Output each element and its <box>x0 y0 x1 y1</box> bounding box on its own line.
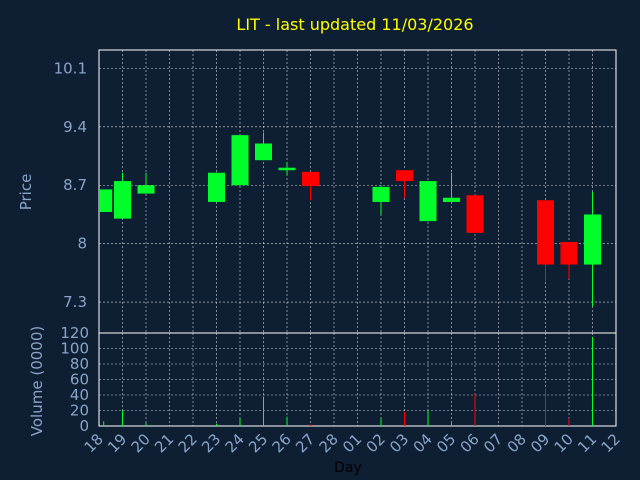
price-tick-label: 7.3 <box>63 293 87 311</box>
volume-axis-label: Volume (0000) <box>28 326 46 436</box>
x-tick-label: 02 <box>363 430 389 456</box>
candle-body <box>466 195 484 233</box>
x-tick-label: 26 <box>269 430 295 456</box>
candles <box>99 132 601 307</box>
candle-body <box>278 167 296 171</box>
x-tick-label: 09 <box>527 430 553 456</box>
candle-body <box>255 143 272 161</box>
x-tick-label: 25 <box>245 430 271 456</box>
candle-body <box>99 189 113 212</box>
x-tick-label: 04 <box>410 430 436 456</box>
x-tick-label: 07 <box>480 430 506 456</box>
x-tick-label: 23 <box>198 430 224 456</box>
x-tick-label: 20 <box>128 430 154 456</box>
volume-tick-label: 0 <box>79 417 89 435</box>
candle-body <box>302 171 319 187</box>
volume-tick-label: 120 <box>60 324 89 342</box>
price-axis-label: Price <box>17 174 35 211</box>
candle-body <box>231 135 249 186</box>
chart-title: LIT - last updated 11/03/2026 <box>236 15 473 34</box>
candle-body <box>419 181 437 222</box>
x-tick-label: 24 <box>222 430 248 456</box>
x-tick-label: 03 <box>386 430 412 456</box>
price-tick-label: 8.7 <box>63 176 87 194</box>
candle-body <box>208 172 225 202</box>
price-tick-label: 9.4 <box>63 118 87 136</box>
x-tick-label: 19 <box>104 430 130 456</box>
candle-body <box>443 197 460 202</box>
volume-bars <box>103 336 593 426</box>
candle-body <box>584 214 601 265</box>
candle-body <box>137 185 155 194</box>
candle-body <box>114 181 131 219</box>
price-panel: 7.3 8 8.7 9.4 10.1 <box>54 49 617 334</box>
candle-body <box>560 242 578 265</box>
x-tick-label: 22 <box>175 430 201 456</box>
price-grid <box>99 50 616 333</box>
x-axis-label: Day <box>334 460 362 476</box>
volume-tick-label: 40 <box>70 386 89 404</box>
volume-tick-label: 100 <box>60 340 89 358</box>
x-tick-label: 08 <box>504 430 530 456</box>
candle-body <box>396 170 413 182</box>
price-tick-label: 8 <box>77 235 87 253</box>
price-tick-labels: 7.3 8 8.7 9.4 10.1 <box>54 59 87 311</box>
price-tick-label: 10.1 <box>54 59 87 77</box>
volume-tick-label: 80 <box>70 355 89 373</box>
x-tick-labels: 1819202122232425262728010203040506070809… <box>81 430 624 456</box>
x-tick-label: 01 <box>339 430 365 456</box>
x-tick-label: 06 <box>457 430 483 456</box>
x-tick-label: 28 <box>316 430 342 456</box>
x-tick-label: 05 <box>433 430 459 456</box>
candle-body <box>372 186 390 202</box>
volume-tick-label: 20 <box>70 402 89 420</box>
x-tick-label: 11 <box>574 430 600 456</box>
candle-body <box>537 200 554 265</box>
x-tick-label: 10 <box>551 430 577 456</box>
volume-tick-label: 60 <box>70 371 89 389</box>
x-tick-label: 21 <box>151 430 177 456</box>
volume-grid <box>99 333 616 426</box>
x-tick-label: 27 <box>292 430 318 456</box>
x-tick-label: 12 <box>598 430 624 456</box>
